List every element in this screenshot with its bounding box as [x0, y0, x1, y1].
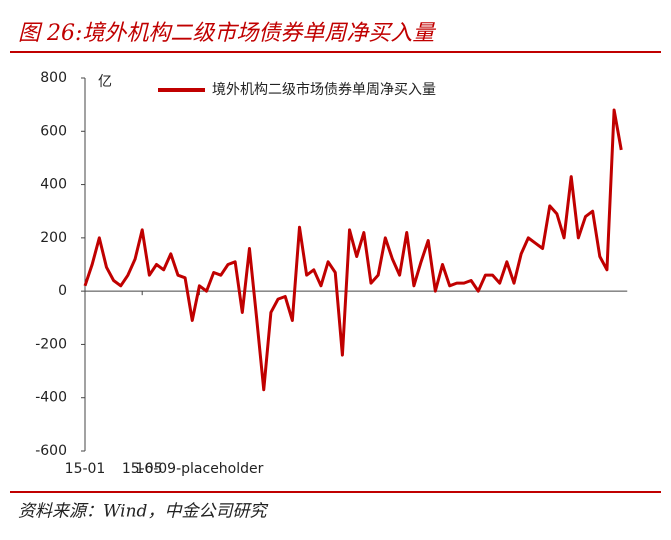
x-tick-label: 15-01 — [65, 461, 106, 477]
chart-title: 图 26:境外机构二级市场债券单周净买入量 — [18, 21, 436, 46]
y-tick-label: -200 — [35, 336, 67, 352]
y-tick-label: -600 — [35, 443, 67, 459]
y-tick-label: 0 — [58, 283, 67, 299]
y-tick-label: -400 — [35, 390, 67, 406]
y-tick-label: 600 — [40, 123, 67, 139]
y-tick-label: 400 — [40, 177, 67, 193]
source: 资料来源：Wind，中金公司研究 — [18, 502, 268, 522]
legend-label: 境外机构二级市场债券单周净买入量 — [212, 81, 436, 98]
x-tick-label: 15-05 — [122, 461, 163, 477]
y-tick-label: 200 — [40, 230, 67, 246]
x-tick-label: 16-09-placeholder — [135, 461, 263, 477]
y-unit: 亿 — [98, 74, 112, 90]
data-line — [83, 108, 623, 392]
y-tick-label: 800 — [40, 70, 67, 86]
